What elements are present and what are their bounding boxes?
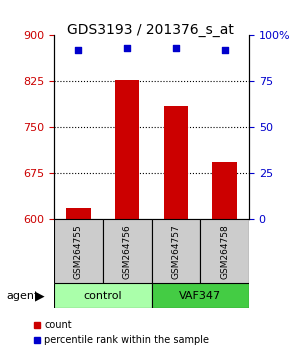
Point [173,45,178,51]
Point [76,47,81,53]
Bar [115,80,139,219]
Legend: count, percentile rank within the sample: count, percentile rank within the sample [29,316,213,349]
FancyBboxPatch shape [152,219,200,283]
Text: GDS3193 / 201376_s_at: GDS3193 / 201376_s_at [67,23,233,37]
Bar [212,162,237,219]
Text: agent: agent [6,291,38,301]
Point [125,45,130,51]
Bar [66,209,91,219]
Text: ▶: ▶ [34,289,44,302]
Point [222,47,227,53]
FancyBboxPatch shape [200,219,249,283]
Text: GSM264758: GSM264758 [220,224,229,279]
FancyBboxPatch shape [103,219,152,283]
Text: GSM264755: GSM264755 [74,224,83,279]
FancyBboxPatch shape [54,283,152,308]
Text: GSM264757: GSM264757 [171,224,180,279]
FancyBboxPatch shape [152,283,249,308]
Text: GSM264756: GSM264756 [123,224,132,279]
Bar [164,106,188,219]
Text: VAF347: VAF347 [179,291,221,301]
FancyBboxPatch shape [54,219,103,283]
Text: control: control [83,291,122,301]
